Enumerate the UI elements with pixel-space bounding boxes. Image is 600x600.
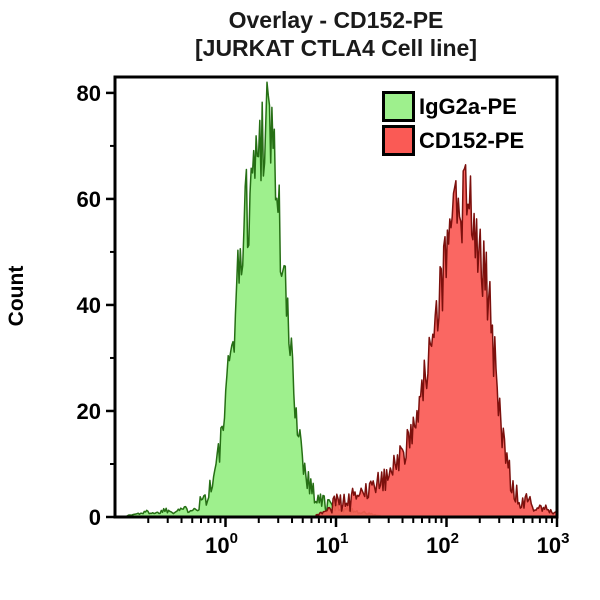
- y-tick-label: 0: [89, 505, 101, 530]
- x-tick-label: 100: [205, 530, 238, 558]
- chart-title-line1: Overlay - CD152-PE: [228, 7, 444, 33]
- y-tick-label: 60: [77, 187, 101, 212]
- legend-item-cd152-pe: CD152-PE: [382, 125, 525, 156]
- legend: IgG2a-PE CD152-PE: [382, 91, 525, 156]
- legend-label-igg2a-pe: IgG2a-PE: [419, 94, 517, 119]
- y-tick-label: 20: [77, 399, 101, 424]
- x-tick-label: 103: [537, 530, 570, 558]
- legend-swatch-red: [382, 125, 415, 156]
- plot-border: [113, 75, 559, 519]
- igg2a-pe-histogram: [125, 81, 381, 518]
- chart-title: Overlay - CD152-PE [JURKAT CTLA4 Cell li…: [71, 6, 600, 62]
- y-tick-label: 80: [77, 81, 101, 106]
- x-tick-label: 102: [426, 530, 459, 558]
- legend-item-igg2a-pe: IgG2a-PE: [382, 91, 524, 122]
- y-tick-label: 40: [77, 293, 101, 318]
- chart-title-line2: [JURKAT CTLA4 Cell line]: [195, 35, 477, 61]
- legend-swatch-green: [382, 91, 415, 122]
- legend-label-cd152-pe: CD152-PE: [419, 128, 525, 153]
- x-tick-label: 101: [316, 530, 349, 558]
- cd152-pe-histogram: [315, 164, 558, 518]
